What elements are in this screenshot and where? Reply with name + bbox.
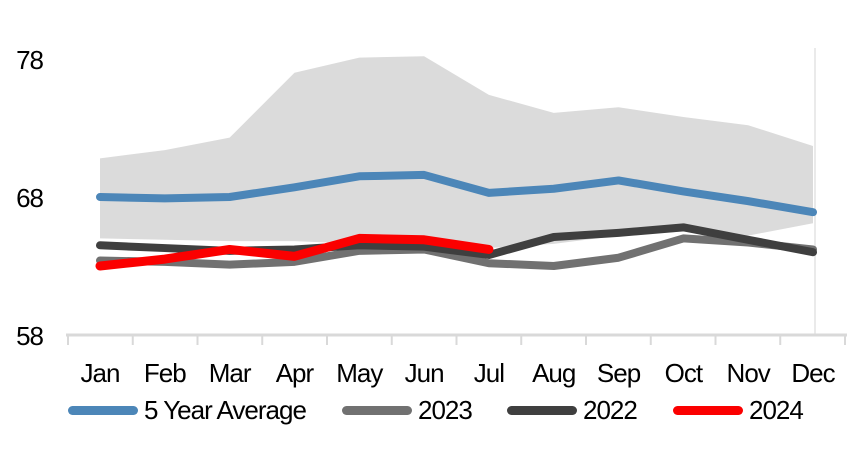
y-axis-label-58: 58	[16, 321, 43, 351]
x-axis-label-nov: Nov	[727, 358, 771, 388]
legend-swatch-2022	[507, 405, 577, 415]
legend-swatch-5-year-average	[68, 405, 138, 415]
legend-label-2024: 2024	[749, 394, 804, 425]
x-axis-label-feb: Feb	[144, 358, 186, 388]
y-axis-label-68: 68	[16, 183, 43, 213]
x-axis-label-jan: Jan	[81, 358, 120, 388]
x-axis-label-apr: Apr	[276, 358, 315, 388]
x-axis-label-oct: Oct	[665, 358, 704, 388]
x-axis-label-jul: Jul	[474, 358, 504, 388]
legend-label-2022: 2022	[583, 394, 638, 425]
x-axis-label-jun: Jun	[405, 358, 444, 388]
x-axis-label-dec: Dec	[791, 358, 835, 388]
legend-label-2023: 2023	[418, 394, 473, 425]
legend: 5 Year Average 2023 2022 2024	[0, 394, 852, 426]
legend-item-2022: 2022	[507, 394, 638, 426]
series-line-5-year-average	[96, 170, 817, 217]
x-axis-label-sep: Sep	[597, 358, 641, 388]
x-axis-label-mar: Mar	[209, 358, 252, 388]
series-line-2024	[95, 233, 494, 271]
legend-item-2023: 2023	[342, 394, 473, 426]
legend-item-5-year-average: 5 Year Average	[68, 394, 307, 426]
y-axis-label-78: 78	[16, 45, 43, 75]
legend-item-2024: 2024	[673, 394, 804, 426]
legend-swatch-2023	[342, 405, 412, 415]
x-axis-label-aug: Aug	[532, 358, 575, 388]
series-line-2023	[96, 234, 817, 270]
five-year-range-band	[100, 56, 813, 249]
legend-swatch-2024	[673, 405, 743, 415]
legend-label-5-year-average: 5 Year Average	[144, 394, 307, 425]
x-axis-label-may: May	[336, 358, 383, 388]
